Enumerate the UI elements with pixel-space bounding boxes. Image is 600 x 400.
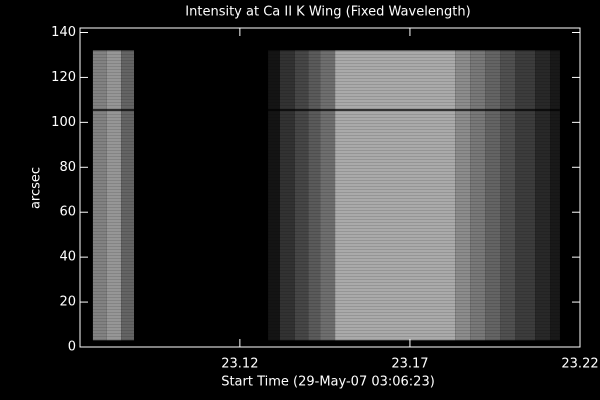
row-texture xyxy=(92,50,560,341)
y-axis-label: arcsec xyxy=(29,167,44,209)
y-tick-label: 100 xyxy=(51,115,76,130)
image xyxy=(92,50,560,341)
y-tick-label: 60 xyxy=(59,205,76,220)
dark-row xyxy=(92,109,560,111)
x-tick-label: 23.12 xyxy=(221,357,258,372)
y-tick-label: 120 xyxy=(51,70,76,85)
x-tick-label: 23.17 xyxy=(391,357,428,372)
x-tick-label: 23.22 xyxy=(561,357,598,372)
x-axis-label: Start Time (29-May-07 03:06:23) xyxy=(221,375,435,390)
plot-frame xyxy=(79,27,581,348)
axes: 0 20 40 60 80 100 120 140 23.12 23.17 23.22 xyxy=(51,25,598,372)
y-tick-label: 0 xyxy=(68,340,76,355)
y-tick-label: 20 xyxy=(59,295,76,310)
y-tick-label: 40 xyxy=(59,250,76,265)
y-tick-label: 80 xyxy=(59,160,76,175)
y-tick-label: 140 xyxy=(51,25,76,40)
chart-title: Intensity at Ca II K Wing (Fixed Wavelen… xyxy=(185,5,470,20)
